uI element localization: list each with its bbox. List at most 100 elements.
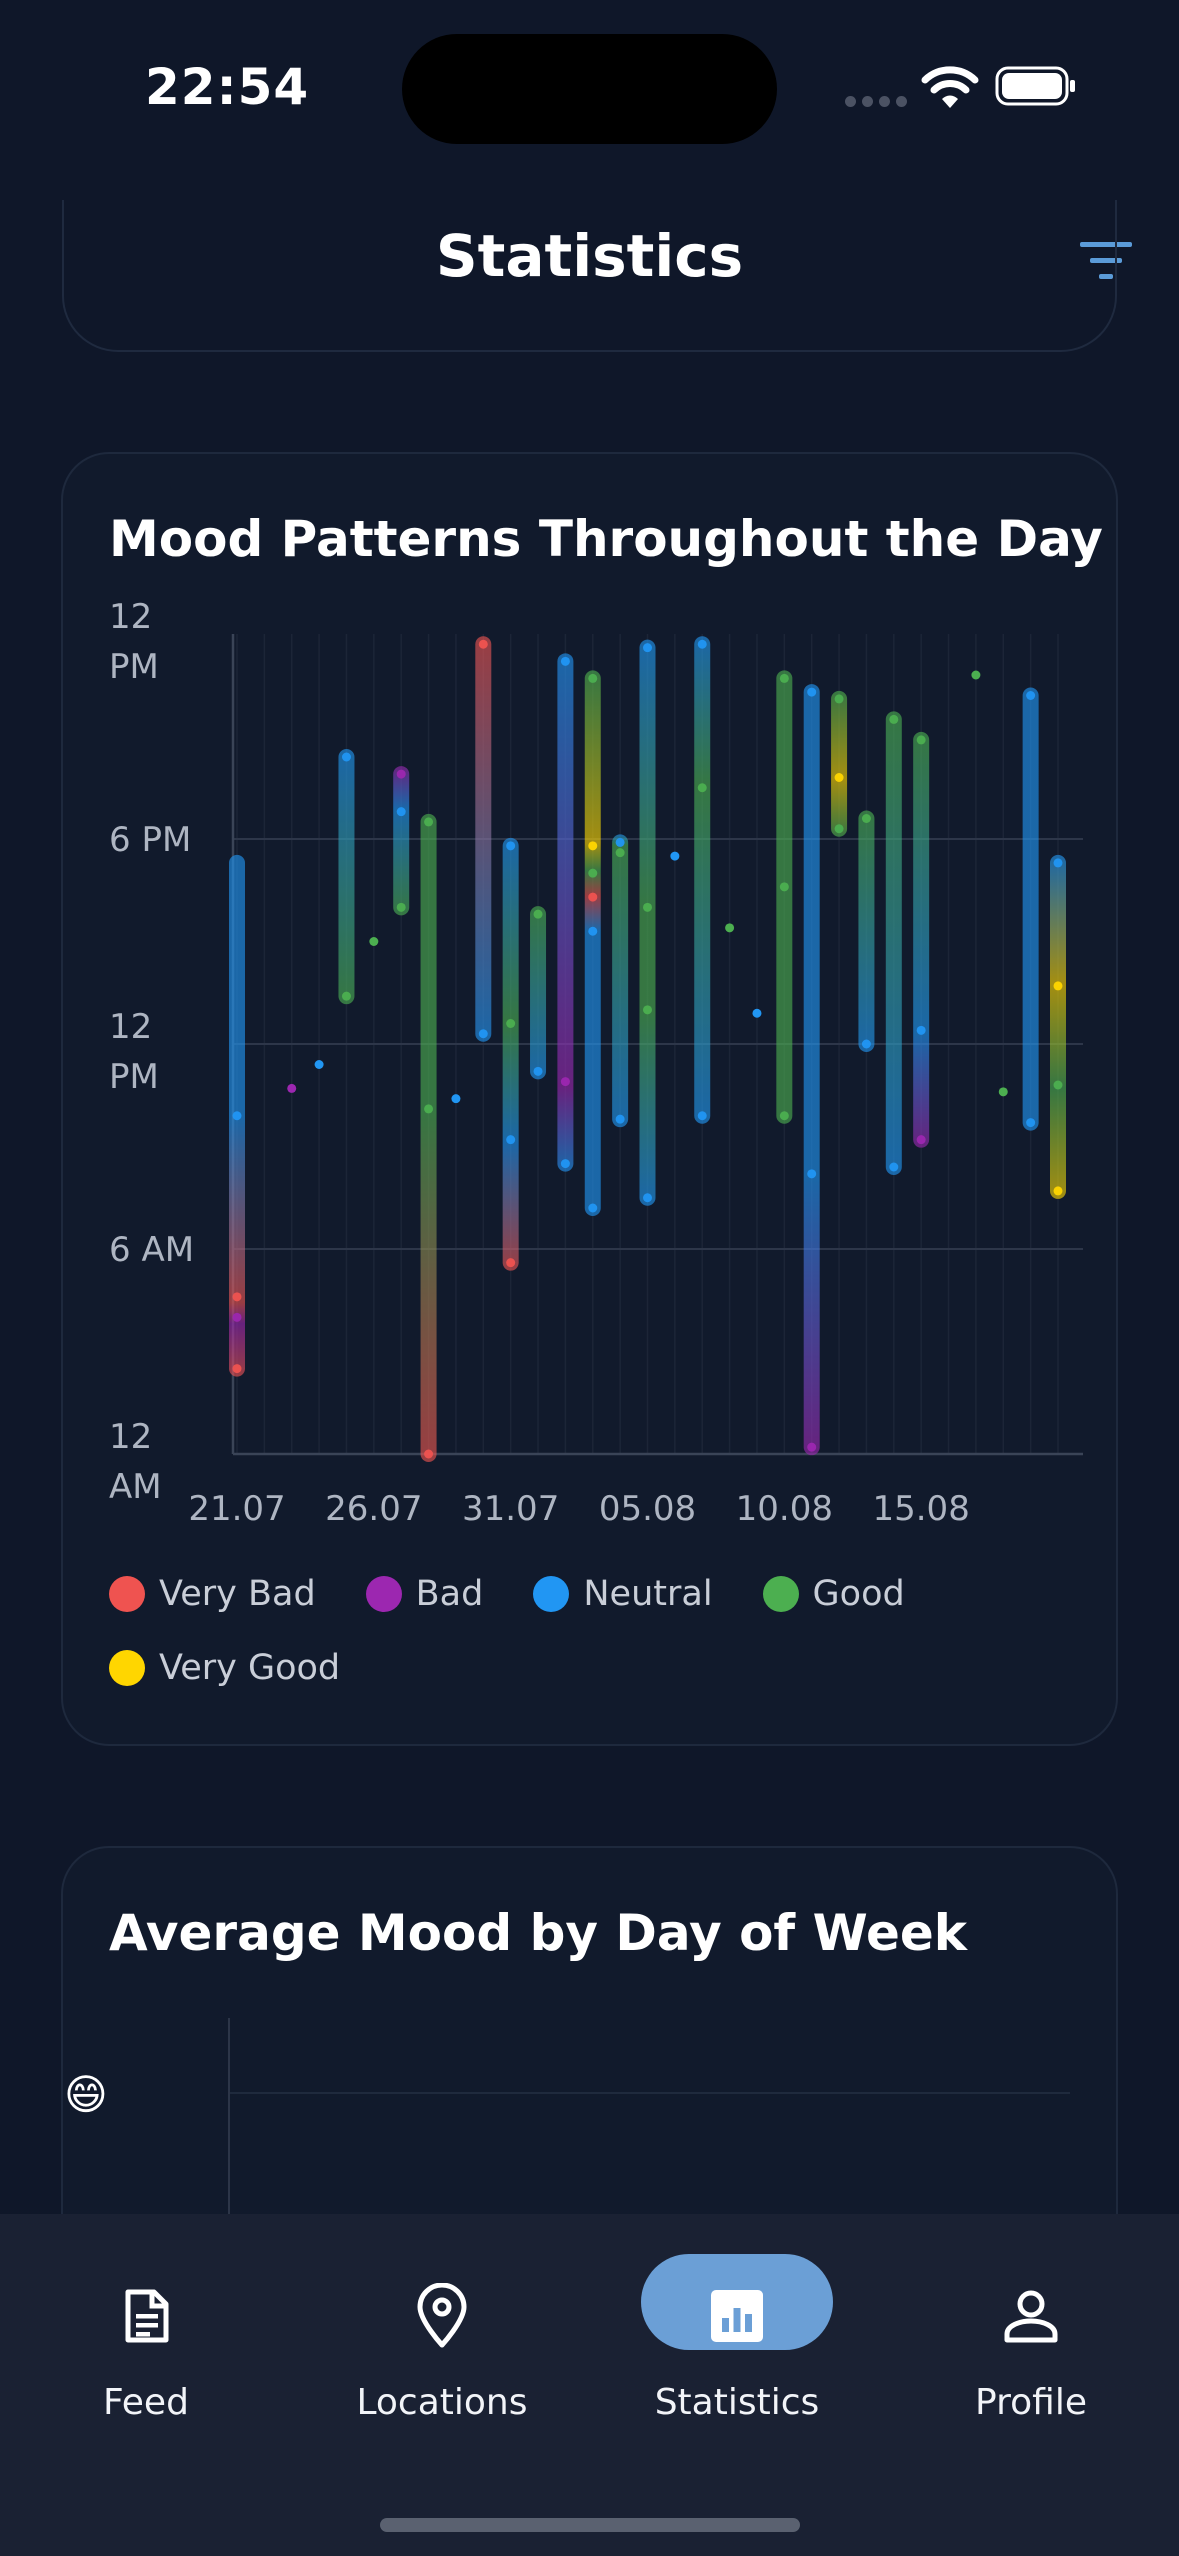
mood-point bbox=[588, 892, 598, 902]
mood-range-bar bbox=[502, 837, 519, 1271]
mood-range-bar bbox=[831, 690, 848, 837]
mood-range-bar bbox=[803, 684, 820, 1456]
x-tick-label: 05.08 bbox=[599, 1489, 696, 1529]
legend-item: Very Bad bbox=[109, 1574, 316, 1614]
legend-item: Very Good bbox=[109, 1648, 340, 1688]
legend-label: Good bbox=[812, 1574, 905, 1614]
y-tick-label: 6 AM bbox=[109, 1230, 194, 1270]
x-tick-label: 31.07 bbox=[462, 1489, 559, 1529]
mood-point bbox=[588, 926, 598, 936]
mood-point bbox=[889, 1162, 899, 1172]
mood-point bbox=[834, 694, 844, 704]
mood-range-bar bbox=[393, 766, 410, 916]
tab-locations[interactable]: Locations bbox=[302, 2254, 582, 2434]
tab-feed-label: Feed bbox=[103, 2382, 189, 2423]
mood-point bbox=[533, 1066, 543, 1076]
mood-range-bar bbox=[530, 906, 547, 1080]
week-chart-gridline bbox=[230, 2092, 1070, 2094]
average-mood-week-card: Average Mood by Day of Week bbox=[61, 1846, 1118, 2246]
mood-point bbox=[971, 670, 981, 680]
mood-legend: Very Bad Bad Neutral Good Very Good bbox=[109, 1574, 1069, 1688]
mood-point bbox=[232, 1312, 242, 1322]
statistics-icon bbox=[689, 2268, 785, 2364]
x-tick-label: 10.08 bbox=[736, 1489, 833, 1529]
mood-patterns-card: Mood Patterns Throughout the Day 12 AM 6 A… bbox=[61, 452, 1118, 1746]
mood-range-bar bbox=[1022, 687, 1039, 1131]
legend-dot bbox=[533, 1576, 570, 1612]
mood-point bbox=[588, 673, 598, 683]
legend-label: Bad bbox=[415, 1574, 484, 1614]
mood-point bbox=[341, 991, 351, 1001]
mood-range-bar bbox=[639, 639, 656, 1206]
mood-point bbox=[779, 673, 789, 683]
x-tick-label: 21.07 bbox=[188, 1489, 285, 1529]
mood-point bbox=[232, 1364, 242, 1374]
mood-point bbox=[779, 882, 789, 892]
tab-feed[interactable]: Feed bbox=[6, 2254, 286, 2434]
tab-profile-label: Profile bbox=[975, 2382, 1087, 2423]
legend-item: Neutral bbox=[533, 1574, 713, 1614]
mood-point bbox=[560, 1159, 570, 1169]
mood-point bbox=[1053, 1186, 1063, 1196]
mood-point bbox=[615, 837, 625, 847]
mood-point bbox=[807, 687, 817, 697]
dynamic-island bbox=[402, 34, 777, 144]
mood-point bbox=[506, 1019, 516, 1028]
mood-point bbox=[1026, 1118, 1036, 1128]
mood-point bbox=[396, 902, 406, 912]
mood-point bbox=[314, 1060, 324, 1069]
mood-point bbox=[916, 1025, 926, 1035]
cellular-signal-icon bbox=[845, 96, 907, 107]
mood-point bbox=[916, 1135, 926, 1145]
legend-dot bbox=[365, 1576, 402, 1612]
mood-point bbox=[369, 937, 379, 946]
mood-point bbox=[643, 1005, 652, 1015]
mood-range-bar bbox=[420, 813, 437, 1462]
legend-label: Very Bad bbox=[159, 1574, 316, 1614]
mood-point bbox=[232, 1111, 242, 1121]
location-pin-icon bbox=[394, 2268, 490, 2364]
status-bar: 22:54 bbox=[0, 0, 1179, 170]
mood-point bbox=[478, 1029, 488, 1039]
very-good-emoji: 😄 bbox=[64, 2070, 108, 2119]
mood-point bbox=[533, 909, 543, 919]
mood-point bbox=[752, 1008, 762, 1018]
mood-point bbox=[697, 783, 707, 793]
tab-locations-label: Locations bbox=[356, 2382, 528, 2423]
mood-point bbox=[807, 1442, 817, 1452]
mood-point bbox=[916, 735, 926, 745]
mood-point bbox=[588, 868, 598, 878]
mood-point bbox=[232, 1292, 242, 1302]
week-chart-y-axis bbox=[228, 2018, 230, 2268]
feed-icon bbox=[98, 2268, 194, 2364]
page-title: Statistics bbox=[435, 222, 744, 290]
mood-patterns-chart: 12 AM 6 AM 12 PM 6 PM 12 PM 21.07 26.07 31.07 05.08… bbox=[109, 597, 1083, 1529]
mood-point bbox=[615, 1114, 625, 1124]
tab-statistics-label: Statistics bbox=[654, 2382, 820, 2423]
y-tick-label: 6 PM bbox=[109, 820, 191, 860]
y-tick-label: 12 PM bbox=[109, 1007, 159, 1097]
mood-point bbox=[643, 902, 652, 912]
mood-point bbox=[424, 1449, 434, 1459]
mood-point bbox=[998, 1087, 1008, 1097]
mood-point bbox=[643, 643, 652, 653]
mood-point bbox=[889, 714, 899, 724]
legend-item: Bad bbox=[365, 1574, 484, 1614]
mood-point bbox=[424, 1104, 434, 1114]
wifi-icon bbox=[921, 66, 979, 108]
mood-point bbox=[670, 851, 680, 861]
legend-label: Very Good bbox=[159, 1648, 341, 1688]
mood-point bbox=[1053, 858, 1063, 868]
mood-point bbox=[1026, 691, 1036, 700]
mood-point bbox=[861, 814, 871, 823]
mood-range-bar bbox=[885, 711, 902, 1175]
mood-point bbox=[697, 639, 707, 649]
mood-point bbox=[779, 1111, 789, 1121]
mood-point bbox=[560, 1077, 570, 1087]
tab-profile[interactable]: Profile bbox=[891, 2254, 1171, 2434]
tab-statistics[interactable]: Statistics bbox=[597, 2254, 877, 2434]
status-time: 22:54 bbox=[145, 58, 310, 116]
mood-point bbox=[834, 824, 844, 834]
x-tick-label: 26.07 bbox=[325, 1489, 422, 1529]
mood-point bbox=[588, 1203, 598, 1213]
